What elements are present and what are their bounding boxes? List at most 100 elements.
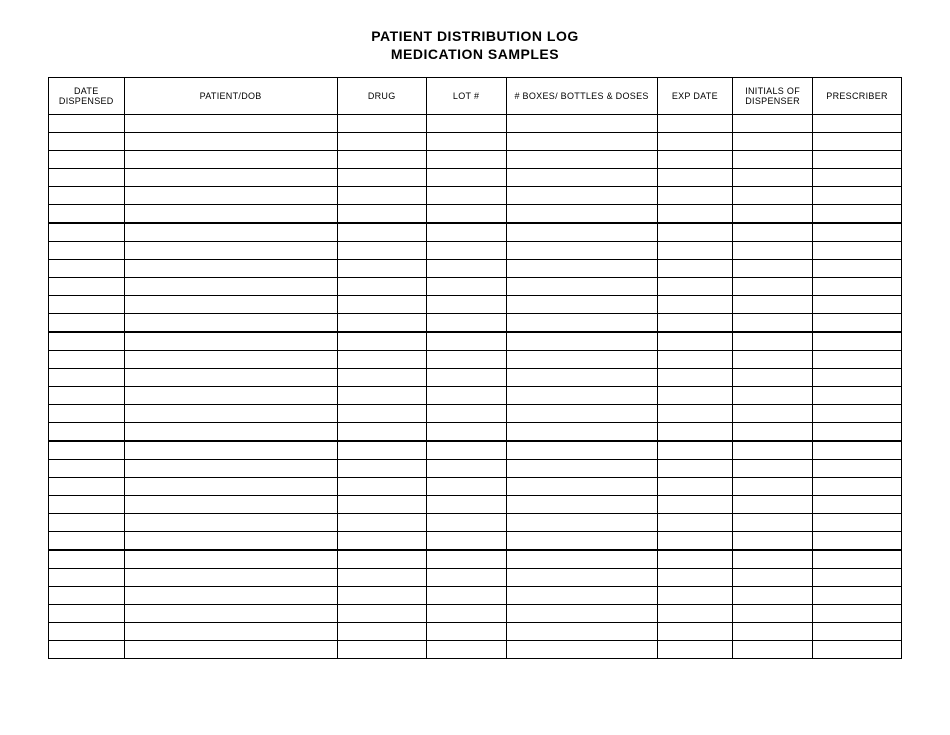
table-cell	[337, 260, 426, 278]
table-cell	[657, 369, 733, 387]
table-cell	[426, 260, 506, 278]
table-row	[49, 205, 902, 224]
table-cell	[733, 223, 813, 242]
table-row	[49, 296, 902, 314]
table-cell	[426, 151, 506, 169]
table-cell	[813, 351, 902, 369]
table-cell	[124, 296, 337, 314]
table-cell	[426, 623, 506, 641]
table-cell	[506, 514, 657, 532]
table-cell	[426, 441, 506, 460]
table-row	[49, 569, 902, 587]
table-cell	[657, 405, 733, 423]
table-cell	[733, 496, 813, 514]
table-cell	[124, 351, 337, 369]
table-cell	[733, 205, 813, 224]
table-cell	[733, 242, 813, 260]
table-cell	[813, 260, 902, 278]
table-cell	[733, 369, 813, 387]
table-cell	[733, 169, 813, 187]
table-cell	[657, 587, 733, 605]
table-cell	[506, 587, 657, 605]
table-cell	[657, 423, 733, 442]
table-cell	[733, 605, 813, 623]
title-line-1: PATIENT DISTRIBUTION LOG	[48, 28, 902, 46]
table-cell	[506, 532, 657, 551]
table-cell	[426, 369, 506, 387]
table-cell	[657, 550, 733, 569]
table-cell	[657, 496, 733, 514]
table-row	[49, 514, 902, 532]
table-cell	[657, 532, 733, 551]
table-cell	[124, 369, 337, 387]
table-cell	[49, 478, 125, 496]
table-cell	[124, 187, 337, 205]
table-cell	[426, 605, 506, 623]
table-cell	[657, 623, 733, 641]
table-cell	[733, 587, 813, 605]
table-cell	[49, 369, 125, 387]
table-cell	[506, 460, 657, 478]
table-cell	[813, 460, 902, 478]
table-cell	[337, 569, 426, 587]
table-cell	[813, 223, 902, 242]
table-header-row: DATE DISPENSEDPATIENT/DOBDRUGLOT ## BOXE…	[49, 78, 902, 115]
column-header: LOT #	[426, 78, 506, 115]
column-header: PRESCRIBER	[813, 78, 902, 115]
table-cell	[49, 133, 125, 151]
table-cell	[124, 641, 337, 659]
table-cell	[733, 278, 813, 296]
table-row	[49, 187, 902, 205]
table-cell	[124, 205, 337, 224]
table-cell	[426, 223, 506, 242]
table-row	[49, 605, 902, 623]
table-cell	[49, 405, 125, 423]
table-row	[49, 133, 902, 151]
table-cell	[124, 332, 337, 351]
table-cell	[733, 405, 813, 423]
table-cell	[426, 187, 506, 205]
table-cell	[733, 423, 813, 442]
table-cell	[813, 441, 902, 460]
table-cell	[657, 205, 733, 224]
table-cell	[657, 133, 733, 151]
table-cell	[124, 169, 337, 187]
table-cell	[813, 623, 902, 641]
table-cell	[49, 169, 125, 187]
table-cell	[49, 242, 125, 260]
table-cell	[657, 115, 733, 133]
table-cell	[733, 133, 813, 151]
table-cell	[426, 242, 506, 260]
table-row	[49, 478, 902, 496]
table-cell	[337, 133, 426, 151]
table-cell	[506, 169, 657, 187]
table-cell	[506, 133, 657, 151]
table-row	[49, 260, 902, 278]
table-cell	[813, 332, 902, 351]
table-cell	[813, 405, 902, 423]
table-row	[49, 242, 902, 260]
table-cell	[124, 151, 337, 169]
table-cell	[657, 441, 733, 460]
table-cell	[813, 151, 902, 169]
table-row	[49, 550, 902, 569]
table-cell	[124, 460, 337, 478]
table-cell	[49, 605, 125, 623]
table-cell	[337, 405, 426, 423]
table-cell	[657, 296, 733, 314]
table-cell	[506, 314, 657, 333]
page-title: PATIENT DISTRIBUTION LOG MEDICATION SAMP…	[48, 28, 902, 63]
table-cell	[733, 296, 813, 314]
table-cell	[657, 314, 733, 333]
table-cell	[813, 115, 902, 133]
table-cell	[813, 369, 902, 387]
table-cell	[337, 605, 426, 623]
table-row	[49, 369, 902, 387]
table-cell	[733, 187, 813, 205]
table-cell	[506, 405, 657, 423]
table-cell	[426, 532, 506, 551]
table-cell	[124, 314, 337, 333]
table-cell	[733, 314, 813, 333]
table-cell	[124, 605, 337, 623]
table-cell	[49, 569, 125, 587]
